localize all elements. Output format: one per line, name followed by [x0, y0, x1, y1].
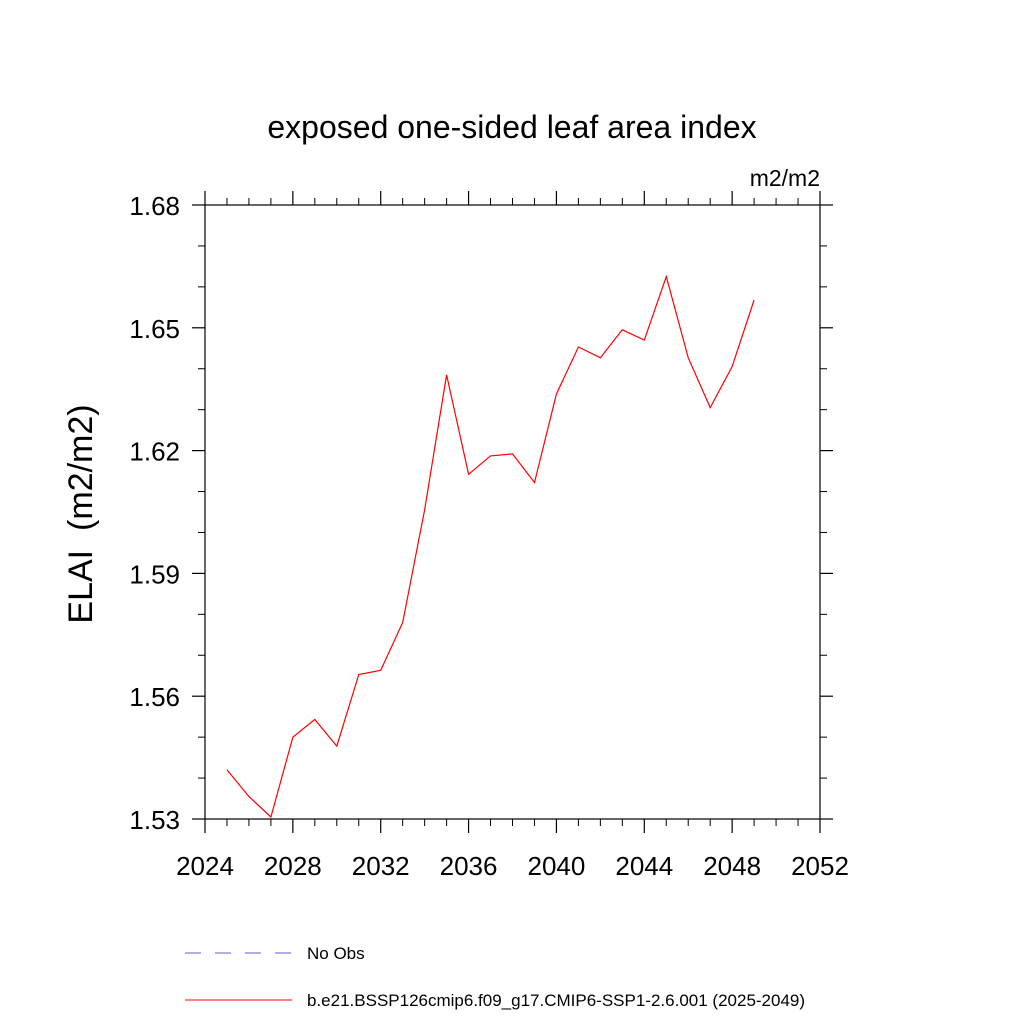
y-tick-label: 1.68 — [129, 191, 180, 221]
y-tick-label: 1.53 — [129, 805, 180, 835]
x-tick-label: 2048 — [703, 851, 761, 881]
y-tick-label: 1.65 — [129, 314, 180, 344]
x-tick-label: 2040 — [528, 851, 586, 881]
plot-frame — [204, 204, 821, 820]
x-tick-label: 2028 — [264, 851, 322, 881]
x-tick-label: 2052 — [791, 851, 849, 881]
y-tick-label: 1.62 — [129, 437, 180, 467]
legend-label: No Obs — [307, 944, 365, 963]
y-tick-label: 1.59 — [129, 559, 180, 589]
series-line — [226, 274, 755, 819]
x-tick-label: 2036 — [440, 851, 498, 881]
units-label: m2/m2 — [750, 165, 820, 191]
legend: No Obs b.e21.BSSP126cmip6.f09_g17.CMIP6-S… — [185, 944, 805, 1010]
x-tick-label: 2024 — [176, 851, 234, 881]
x-tick-label: 2032 — [352, 851, 410, 881]
y-axis-label: ELAI (m2/m2) — [62, 404, 100, 623]
y-tick-label: 1.56 — [129, 682, 180, 712]
chart-title: exposed one-sided leaf area index — [267, 109, 756, 145]
x-tick-label: 2044 — [615, 851, 673, 881]
legend-label: b.e21.BSSP126cmip6.f09_g17.CMIP6-SSP1-2.… — [307, 991, 805, 1010]
plot-area: 2024 2028 2032 2036 2040 2044 2048 2052 1.53 1.56… — [129, 191, 849, 881]
